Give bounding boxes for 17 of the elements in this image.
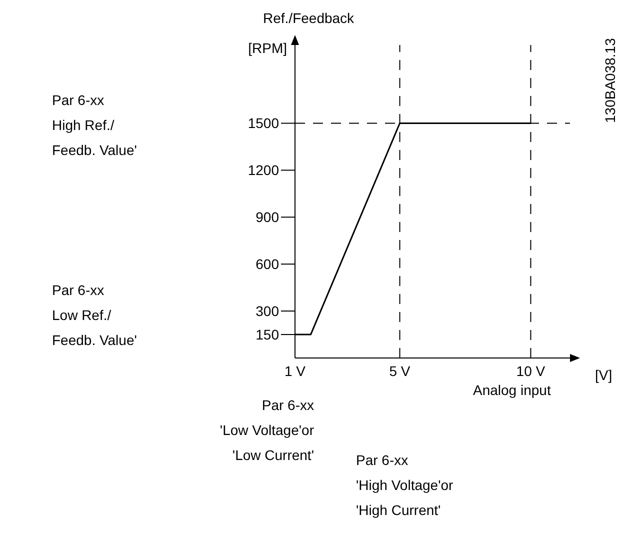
- x-tick-label: 5 V: [389, 362, 411, 379]
- x-axis-title: [V]: [595, 367, 612, 383]
- text: Par 6-xx High Ref./ Feedb. Value': [52, 92, 137, 158]
- y-tick-label: 900: [256, 209, 280, 226]
- y-tick-label: 1500: [248, 115, 280, 132]
- text: Par 6-xx 'Low Voltage'or 'Low Current': [220, 397, 314, 463]
- text: Par 6-xx Low Ref./ Feedb. Value': [52, 282, 137, 348]
- text: Par 6-xx 'High Voltage'or 'High Current': [356, 452, 454, 518]
- y-tick-label: 300: [256, 303, 280, 320]
- y-tick-label: 600: [256, 256, 280, 272]
- x-tick-label: 1 V: [284, 362, 306, 379]
- text: Analog input: [473, 382, 551, 398]
- text: 130BA038.13: [602, 38, 618, 123]
- y-tick-label: 1200: [248, 162, 280, 178]
- x-tick-label: 10 V: [516, 362, 546, 379]
- y-tick-label: 150: [256, 326, 280, 342]
- y-axis-title: Ref./Feedback [RPM]: [248, 10, 356, 56]
